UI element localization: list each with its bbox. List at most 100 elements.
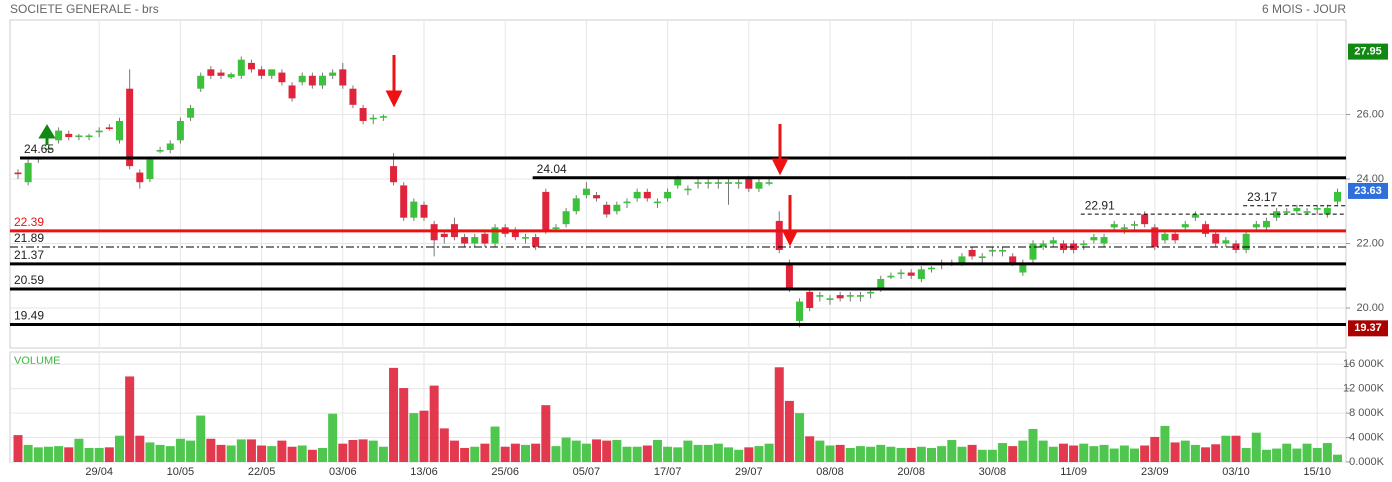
candle-body: [907, 272, 915, 276]
volume-bar: [1302, 443, 1312, 462]
candle-body: [1049, 240, 1057, 244]
volume-bar: [602, 440, 612, 462]
level-label: 21.89: [14, 231, 44, 245]
candle-body: [928, 267, 935, 270]
volume-bar: [1150, 436, 1160, 462]
volume-bar: [612, 440, 622, 462]
volume-bar: [389, 367, 399, 462]
level-label: 20.59: [14, 273, 44, 287]
volume-bar: [1089, 446, 1099, 462]
volume-bar: [1160, 425, 1170, 462]
candle-body: [24, 162, 32, 183]
candle-body: [1262, 220, 1270, 228]
volume-bar: [652, 440, 662, 462]
x-tick-label: 30/08: [979, 466, 1007, 478]
level-label: 22.91: [1085, 198, 1115, 212]
candle-body: [1161, 233, 1169, 241]
down-arrow: [781, 195, 799, 247]
volume-bar: [1008, 446, 1018, 462]
volume-bar: [1079, 443, 1089, 462]
volume-bar: [1038, 440, 1048, 462]
y-tick-label: 24.00: [1356, 173, 1384, 185]
candle-body: [1171, 233, 1179, 241]
volume-bar: [449, 440, 459, 462]
volume-bar: [470, 446, 480, 462]
volume-bar: [318, 447, 327, 462]
volume-bar: [1058, 443, 1068, 462]
volume-bar: [957, 446, 967, 462]
x-tick-label: 13/06: [410, 466, 438, 478]
candle-body: [664, 191, 672, 199]
candle-body: [826, 298, 834, 300]
chart-subtitle: 6 MOIS - JOUR: [1262, 2, 1346, 16]
volume-bar: [927, 447, 936, 462]
volume-bar: [1140, 445, 1150, 462]
candle-body: [207, 69, 215, 76]
volume-bar: [277, 440, 287, 462]
down-arrow: [771, 124, 789, 176]
candle-body: [146, 159, 154, 180]
candle-body: [400, 185, 408, 218]
candle-body: [278, 72, 286, 83]
candle-body: [44, 148, 52, 150]
x-tick-label: 23/09: [1141, 466, 1169, 478]
price-marker-label: 27.95: [1354, 46, 1382, 58]
candle-body: [1090, 237, 1098, 241]
volume-bar: [906, 447, 916, 462]
volume-bar: [1221, 435, 1231, 462]
x-tick-label: 20/08: [897, 466, 925, 478]
level-label: 24.04: [537, 162, 567, 176]
volume-bar: [1292, 448, 1302, 462]
candle-body: [329, 72, 337, 76]
volume-bar: [257, 445, 267, 462]
volume-bar: [703, 444, 713, 462]
candle-body: [714, 182, 722, 184]
y-tick-label: 16 000K: [1343, 358, 1385, 370]
volume-bar: [460, 447, 470, 462]
x-tick-label: 29/07: [735, 466, 763, 478]
volume-bar: [866, 446, 876, 462]
y-tick-label: 22.00: [1356, 237, 1384, 249]
candle-body: [268, 69, 276, 76]
candle-body: [542, 191, 550, 231]
volume-bar: [1018, 440, 1028, 462]
candle-body: [775, 220, 783, 250]
volume-bar: [13, 435, 23, 462]
volume-bar: [43, 446, 53, 462]
candle-body: [1323, 208, 1331, 215]
volume-bar: [876, 444, 886, 462]
candle-body: [1303, 211, 1311, 213]
candle-body: [1080, 243, 1088, 246]
candle-body: [877, 278, 885, 289]
candle-body: [217, 72, 225, 76]
candle-body: [105, 127, 113, 130]
volume-bar: [429, 385, 439, 462]
volume-bar: [1231, 435, 1241, 462]
volume-bar: [916, 446, 926, 462]
x-tick-label: 15/10: [1303, 466, 1331, 478]
price-marker: [1348, 320, 1388, 337]
volume-bar: [622, 446, 632, 462]
candle-body: [390, 166, 398, 183]
level-label: 21.37: [14, 248, 44, 262]
y-tick-label: 12 000K: [1343, 383, 1385, 395]
candle-body: [958, 256, 966, 263]
volume-bar: [784, 400, 794, 462]
candle-body: [694, 182, 702, 184]
candle-body: [65, 133, 73, 138]
volume-bar: [307, 449, 317, 462]
volume-bar: [1333, 454, 1342, 462]
volume-bar: [135, 435, 145, 462]
candle-body: [704, 182, 712, 184]
candle-body: [806, 291, 814, 309]
candle-body: [319, 75, 326, 86]
candle-body: [339, 69, 347, 86]
candle-body: [1191, 214, 1199, 218]
volume-bar: [409, 413, 419, 462]
volume-title: VOLUME: [14, 355, 60, 367]
x-tick-label: 08/08: [816, 466, 844, 478]
y-tick-label: 26.00: [1356, 108, 1384, 120]
volume-bar: [551, 446, 561, 462]
level-label: 24.65: [24, 142, 54, 156]
